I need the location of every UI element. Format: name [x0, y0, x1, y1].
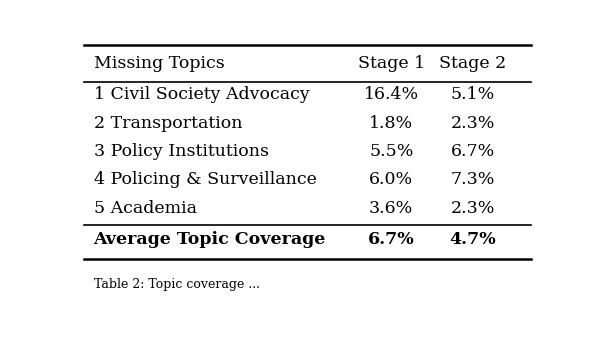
- Text: 2.3%: 2.3%: [451, 115, 495, 132]
- Text: Stage 1: Stage 1: [358, 56, 425, 72]
- Text: 6.7%: 6.7%: [451, 143, 494, 160]
- Text: 1.8%: 1.8%: [369, 115, 413, 132]
- Text: 2.3%: 2.3%: [451, 199, 495, 217]
- Text: 4.7%: 4.7%: [449, 231, 496, 248]
- Text: 1 Civil Society Advocacy: 1 Civil Society Advocacy: [94, 86, 310, 104]
- Text: 5.1%: 5.1%: [451, 86, 494, 104]
- Text: 3.6%: 3.6%: [369, 199, 413, 217]
- Text: 6.7%: 6.7%: [368, 231, 415, 248]
- Text: 7.3%: 7.3%: [451, 172, 495, 188]
- Text: 2 Transportation: 2 Transportation: [94, 115, 242, 132]
- Text: Missing Topics: Missing Topics: [94, 56, 224, 72]
- Text: 4 Policing & Surveillance: 4 Policing & Surveillance: [94, 172, 316, 188]
- Text: 3 Policy Institutions: 3 Policy Institutions: [94, 143, 269, 160]
- Text: 5.5%: 5.5%: [369, 143, 413, 160]
- Text: 5 Academia: 5 Academia: [94, 199, 197, 217]
- Text: 6.0%: 6.0%: [369, 172, 413, 188]
- Text: Table 2: Topic coverage ...: Table 2: Topic coverage ...: [94, 278, 260, 291]
- Text: 16.4%: 16.4%: [364, 86, 419, 104]
- Text: Stage 2: Stage 2: [439, 56, 506, 72]
- Text: Average Topic Coverage: Average Topic Coverage: [94, 231, 326, 248]
